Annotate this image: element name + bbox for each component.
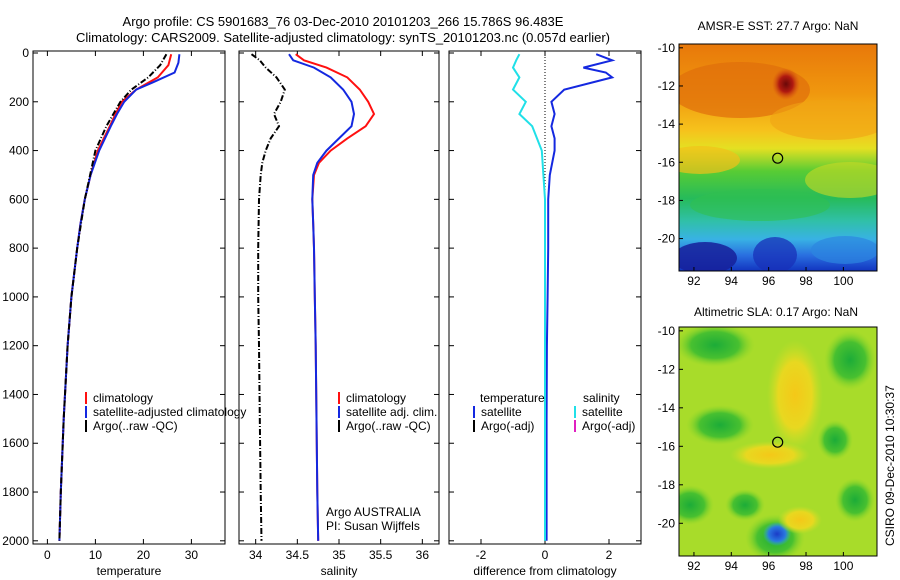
- legend-label-sal-argo: Argo(-adj): [582, 419, 635, 433]
- x-tick-label: 0: [44, 548, 51, 562]
- map-y-tick-label: -14: [658, 117, 676, 131]
- x-tick-label: 35.5: [369, 548, 393, 562]
- y-tick-label: 800: [9, 241, 29, 255]
- legend-label-satellite: satellite adj. clim.: [346, 405, 437, 419]
- map-y-tick-label: -18: [658, 478, 676, 492]
- legend-label-climatology: climatology: [346, 391, 406, 405]
- series-line-satellite: [545, 53, 616, 541]
- x-axis-label: difference from climatology: [473, 564, 616, 578]
- y-tick-label: 1400: [2, 387, 29, 401]
- x-tick-label: 2: [606, 548, 613, 562]
- argo-position-marker: [772, 152, 784, 164]
- difference-legend: temperature salinity satellite Argo(-adj…: [473, 391, 635, 433]
- sst-map-title: AMSR-E SST: 27.7 Argo: NaN: [698, 19, 859, 33]
- map-x-tick-label: 98: [799, 559, 813, 573]
- series-line-satellite-adjusted-climatology: [58, 54, 181, 541]
- map-x-tick-label: 98: [799, 274, 813, 288]
- series-line-argo-raw-qc: [250, 53, 286, 541]
- argo-position-marker: [772, 436, 784, 448]
- y-tick-label: 1000: [2, 290, 29, 304]
- x-tick-label: 30: [185, 548, 199, 562]
- x-tick-label: 20: [137, 548, 151, 562]
- timestamp-stamp: CSIRO 09-Dec-2010 10:30:37: [883, 385, 897, 546]
- sst-map-frame: [678, 43, 878, 272]
- x-tick-label: 34.5: [286, 548, 310, 562]
- legend-heading-temperature: temperature: [480, 391, 545, 405]
- map-y-tick-label: -10: [658, 41, 676, 55]
- map-x-tick-label: 100: [833, 559, 853, 573]
- x-tick-label: 35: [332, 548, 346, 562]
- figure-subtitle: Climatology: CARS2009. Satellite-adjuste…: [76, 30, 610, 45]
- series-line-climatology: [58, 53, 173, 541]
- y-tick-label: 0: [22, 46, 29, 60]
- y-tick-label: 400: [9, 144, 29, 158]
- pi-annotation: PI: Susan Wijffels: [326, 519, 420, 533]
- map-y-tick-label: -20: [658, 516, 676, 530]
- salinity-legend: climatology satellite adj. clim. Argo(..…: [338, 391, 437, 433]
- sst-map-field: [679, 44, 877, 271]
- series-line-satellite-adj-clim: [288, 53, 356, 541]
- sla-map-title: Altimetric SLA: 0.17 Argo: NaN: [694, 305, 858, 319]
- map-y-tick-label: -10: [658, 324, 676, 338]
- map-y-tick-label: -14: [658, 401, 676, 415]
- x-tick-label: 0: [542, 548, 549, 562]
- legend-label-sal-satellite: satellite: [582, 405, 623, 419]
- figure-title: Argo profile: CS 5901683_76 03-Dec-2010 …: [123, 14, 564, 29]
- temperature-legend: climatology satellite-adjusted climatolo…: [85, 391, 246, 433]
- map-x-tick-label: 92: [687, 274, 701, 288]
- map-y-tick-label: -12: [658, 79, 676, 93]
- legend-label-argo: Argo(..raw -QC): [93, 419, 178, 433]
- map-y-tick-label: -16: [658, 155, 676, 169]
- legend-label-satellite: satellite-adjusted climatology: [93, 405, 246, 419]
- sla-map-frame: [678, 326, 878, 557]
- y-tick-label: 200: [9, 95, 29, 109]
- argo-australia-annotation: Argo AUSTRALIA: [326, 505, 421, 519]
- series-line-satellite: [511, 53, 546, 541]
- map-y-tick-label: -18: [658, 193, 676, 207]
- y-tick-label: 1800: [2, 485, 29, 499]
- x-tick-label: 10: [89, 548, 103, 562]
- map-x-tick-label: 94: [725, 274, 739, 288]
- map-y-tick-label: -16: [658, 439, 676, 453]
- sla-map-field: [679, 327, 877, 556]
- salinity-panel-frame: [238, 50, 440, 545]
- map-x-tick-label: 92: [687, 559, 701, 573]
- y-tick-label: 1600: [2, 436, 29, 450]
- x-axis-label: salinity: [321, 564, 358, 578]
- map-x-tick-label: 94: [725, 559, 739, 573]
- y-tick-label: 600: [9, 192, 29, 206]
- y-tick-label: 1200: [2, 339, 29, 353]
- map-x-tick-label: 100: [833, 274, 853, 288]
- map-y-tick-label: -12: [658, 362, 676, 376]
- legend-heading-salinity: salinity: [583, 391, 620, 405]
- legend-label-argo: Argo(..raw -QC): [346, 419, 431, 433]
- legend-label-temp-argo: Argo(-adj): [481, 419, 534, 433]
- map-y-tick-label: -20: [658, 232, 676, 246]
- y-tick-label: 2000: [2, 534, 29, 548]
- x-tick-label: 34: [249, 548, 263, 562]
- temperature-panel-frame: [32, 50, 226, 545]
- x-tick-label: 36: [416, 548, 430, 562]
- x-tick-label: -2: [476, 548, 487, 562]
- map-x-tick-label: 96: [762, 559, 776, 573]
- legend-label-climatology: climatology: [93, 391, 153, 405]
- x-axis-label: temperature: [97, 564, 162, 578]
- legend-label-temp-satellite: satellite: [481, 405, 522, 419]
- series-line-argo-raw-qc: [58, 53, 168, 541]
- map-x-tick-label: 96: [762, 274, 776, 288]
- series-line-climatology: [295, 53, 376, 541]
